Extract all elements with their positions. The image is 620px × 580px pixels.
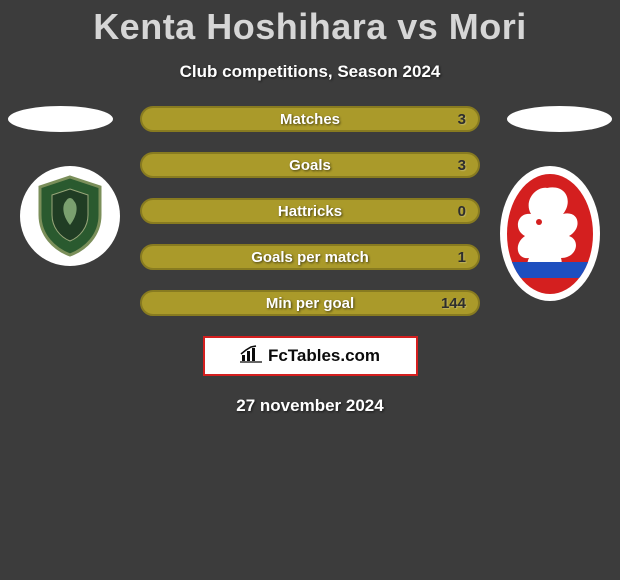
badge-band <box>507 262 593 278</box>
page-subtitle: Club competitions, Season 2024 <box>0 62 620 82</box>
team-crest-left <box>20 166 120 266</box>
stat-label: Matches <box>142 111 478 128</box>
bar-chart-icon <box>240 345 262 368</box>
stat-bar-hattricks: Hattricks 0 <box>140 198 480 224</box>
stat-value: 3 <box>458 111 466 128</box>
team-crest-right <box>500 166 600 301</box>
stat-bar-min-per-goal: Min per goal 144 <box>140 290 480 316</box>
stat-value: 1 <box>458 249 466 266</box>
brand-box[interactable]: FcTables.com <box>203 336 418 376</box>
oval-badge-icon <box>507 174 593 294</box>
stat-value: 3 <box>458 157 466 174</box>
page-title: Kenta Hoshihara vs Mori <box>0 0 620 48</box>
stat-value: 0 <box>458 203 466 220</box>
stat-label: Hattricks <box>142 203 478 220</box>
player-ellipse-right <box>507 106 612 132</box>
stat-label: Min per goal <box>142 295 478 312</box>
date-line: 27 november 2024 <box>0 396 620 416</box>
brand-text: FcTables.com <box>268 346 380 366</box>
stat-bar-goals-per-match: Goals per match 1 <box>140 244 480 270</box>
stat-bars: Matches 3 Goals 3 Hattricks 0 Goals per … <box>140 106 480 316</box>
stat-label: Goals <box>142 157 478 174</box>
player-ellipse-left <box>8 106 113 132</box>
stat-label: Goals per match <box>142 249 478 266</box>
shield-icon <box>34 175 106 257</box>
stat-bar-goals: Goals 3 <box>140 152 480 178</box>
stat-bar-matches: Matches 3 <box>140 106 480 132</box>
comparison-stage: Matches 3 Goals 3 Hattricks 0 Goals per … <box>0 106 620 316</box>
stat-value: 144 <box>441 295 466 312</box>
